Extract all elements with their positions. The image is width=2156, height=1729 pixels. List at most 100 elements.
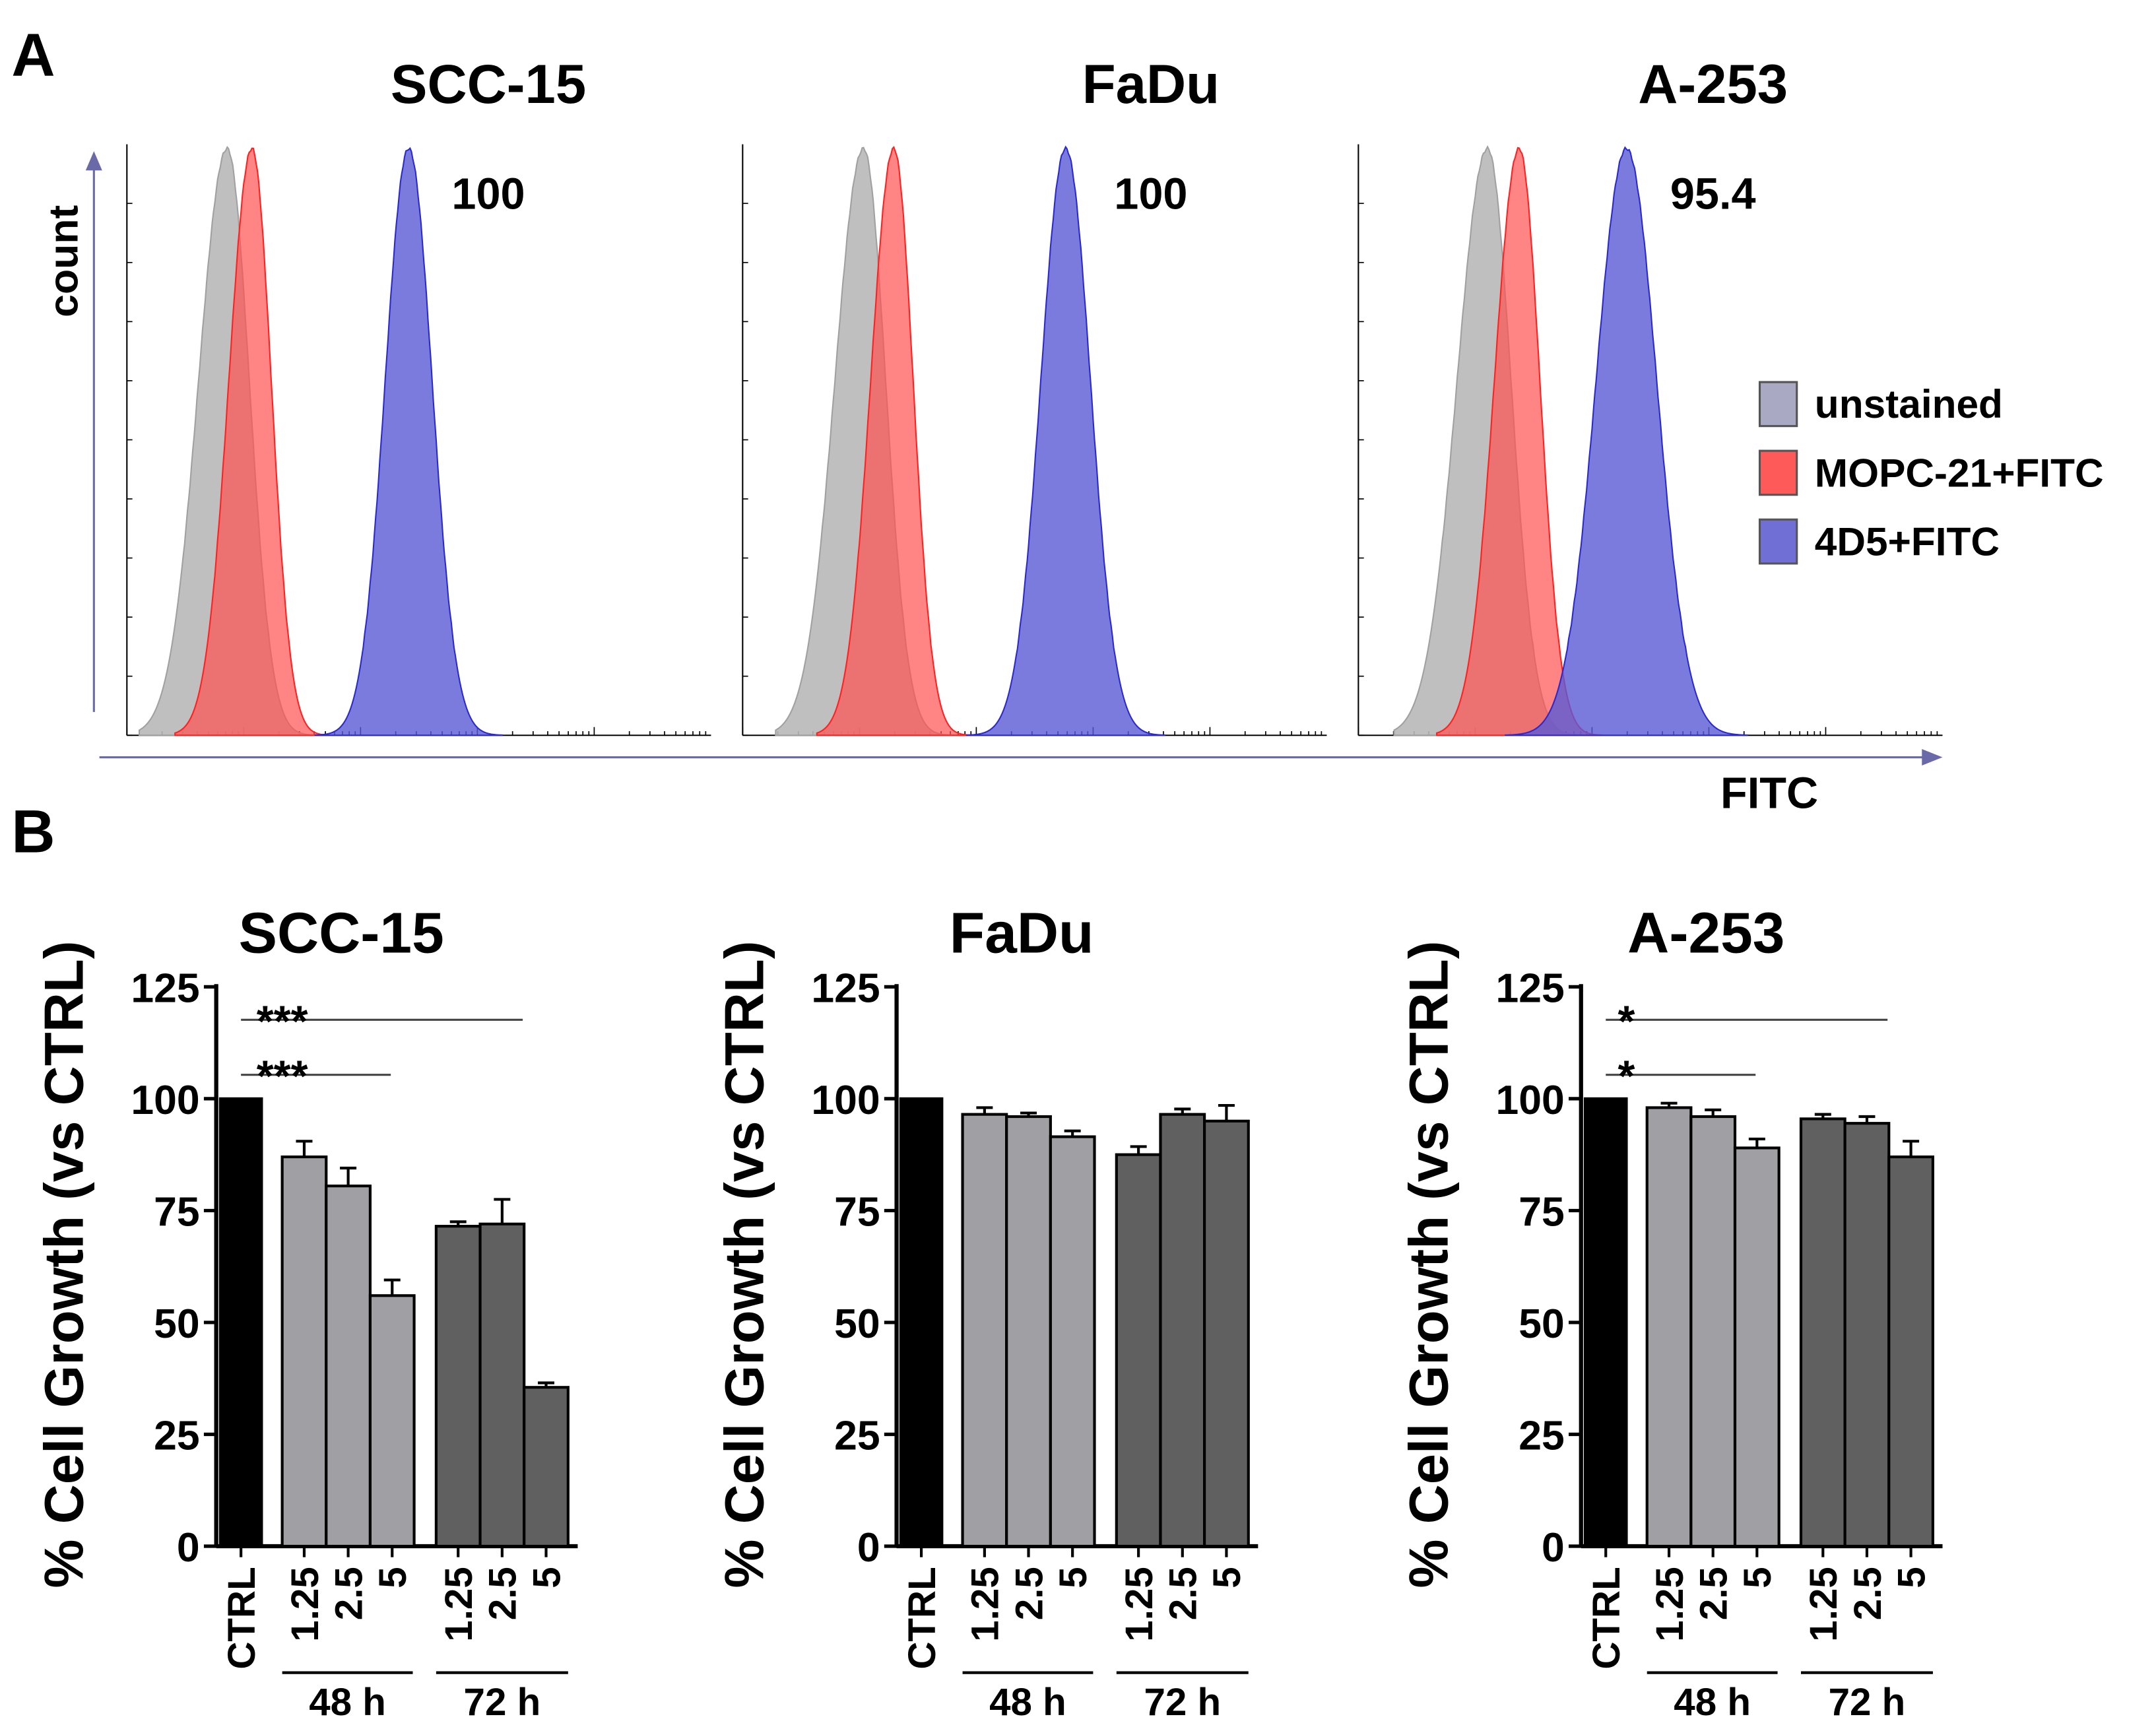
histogram-4d5 [1505,146,1748,736]
y-tick-label: 0 [1542,1524,1565,1571]
y-tick-label: 50 [1519,1301,1564,1347]
y-tick-label: 75 [834,1189,880,1235]
bar-charts: SCC-15% Cell Growth (vs CTRL) 02550751001… [34,900,1943,1724]
y-tick-label: 100 [1496,1077,1565,1123]
bar-chart-a-253: A-253 % Cell Growth (vs CTRL) 0 25 50 75 100 12… [1398,900,1943,1724]
legend-swatch [1758,518,1798,565]
arrowhead-icon [1922,749,1943,766]
bar [368,1294,416,1548]
bar-chart-scc-15: SCC-15 % Cell Growth (vs CTRL) 0 25 50 75 100 1… [34,900,578,1724]
y-tick-label: 125 [131,965,199,1011]
y-tick-label: 75 [154,1189,199,1235]
bar [280,1155,328,1548]
legend-swatch [1758,381,1798,428]
percent-positive: 95.4 [1670,170,1756,219]
legend-label: 4D5+FITC [1815,519,2000,564]
bar [325,1185,372,1548]
arrowhead-icon [85,151,102,171]
x-tick-label: CTRL [1585,1567,1628,1669]
bar [434,1225,482,1548]
histogram-mopc21 [174,147,330,736]
legend-label: MOPC-21+FITC [1815,450,2104,495]
y-axis-label: % Cell Growth (vs CTRL) [34,941,95,1588]
group-label: 48 h [1674,1681,1751,1724]
bar [478,1222,526,1548]
bar [1115,1153,1162,1548]
histogram-fadu: FaDu 100 [742,53,1327,736]
bar [1689,1115,1737,1548]
bar [523,1386,570,1548]
y-tick-label: 125 [1496,965,1565,1011]
significance-stars: * [1618,997,1635,1046]
bar [899,1097,944,1548]
legend-label: unstained [1815,381,2003,426]
x-tick-label: 2.5 [327,1567,370,1620]
y-tick-label: 100 [811,1077,880,1123]
x-tick-label: 2.5 [1008,1567,1051,1620]
histogram-4d5 [314,147,503,736]
x-tick-label: 2.5 [1693,1567,1736,1620]
x-tick-label: 1.25 [438,1567,480,1641]
significance-stars: *** [257,1053,308,1101]
x-tick-label: 1.25 [1649,1567,1691,1641]
x-tick-label: 5 [1206,1567,1249,1588]
bar [1733,1146,1780,1548]
histogram-title: FaDu [1082,53,1220,115]
group-label: 72 h [464,1681,541,1724]
percent-positive: 100 [451,170,525,219]
chart-title: FaDu [950,900,1094,965]
x-tick-label: CTRL [220,1567,263,1669]
bar [1645,1106,1693,1548]
x-tick-label: 2.5 [1846,1567,1889,1620]
bar [1159,1113,1206,1548]
histogram-panels: count FITC SCC-15 100 FaDu 100 A-253 95.4 unstai… [40,53,2103,818]
panel-a-label: A [11,22,55,89]
x-tick-label: 1.25 [964,1567,1007,1641]
x-tick-label: 5 [1736,1567,1779,1588]
x-tick-label: 1.25 [1802,1567,1845,1641]
bar [1203,1119,1250,1548]
histogram-4d5 [965,145,1165,736]
histogram-a-253: A-253 95.4 [1357,53,1943,736]
x-tick-label: 5 [1052,1567,1095,1588]
group-label: 72 h [1829,1681,1906,1724]
group-label: 48 h [309,1681,386,1724]
bar-chart-fadu: FaDu % Cell Growth (vs CTRL) 0 25 50 75 100 125… [714,900,1258,1724]
x-tick-label: 2.5 [482,1567,525,1620]
y-tick-label: 0 [857,1524,880,1571]
y-tick-label: 75 [1519,1189,1564,1235]
x-tick-label: 1.25 [284,1567,327,1641]
y-tick-label: 100 [131,1077,199,1123]
significance-stars: * [1618,1053,1635,1101]
x-tick-label: 5 [525,1567,568,1588]
histogram-scc-15: SCC-15 100 [126,53,711,736]
legend-swatch [1758,449,1798,496]
percent-positive: 100 [1114,170,1187,219]
histogram-title: A-253 [1638,53,1788,115]
bar [961,1113,1008,1548]
y-tick-label: 50 [834,1301,880,1347]
y-tick-label: 25 [834,1412,880,1458]
x-tick-label: 5 [372,1567,414,1588]
bar [1843,1122,1891,1548]
chart-title: A-253 [1627,900,1784,965]
histogram-mopc21 [816,146,972,736]
bar [218,1097,263,1548]
group-label: 48 h [989,1681,1066,1724]
x-tick-label: 2.5 [1162,1567,1205,1620]
y-axis-label: % Cell Growth (vs CTRL) [714,941,775,1588]
group-label: 72 h [1144,1681,1221,1724]
chart-title: SCC-15 [239,900,444,965]
bar [1049,1135,1096,1548]
y-tick-label: 25 [1519,1412,1564,1458]
x-tick-label: 1.25 [1118,1567,1161,1641]
y-tick-label: 0 [177,1524,200,1571]
y-tick-label: 50 [154,1301,199,1347]
panel-b-label: B [11,798,55,865]
x-axis-label: FITC [1720,769,1818,818]
bar [1005,1115,1052,1548]
bar [1887,1155,1935,1548]
bar [1583,1097,1628,1548]
histogram-title: SCC-15 [391,53,586,115]
